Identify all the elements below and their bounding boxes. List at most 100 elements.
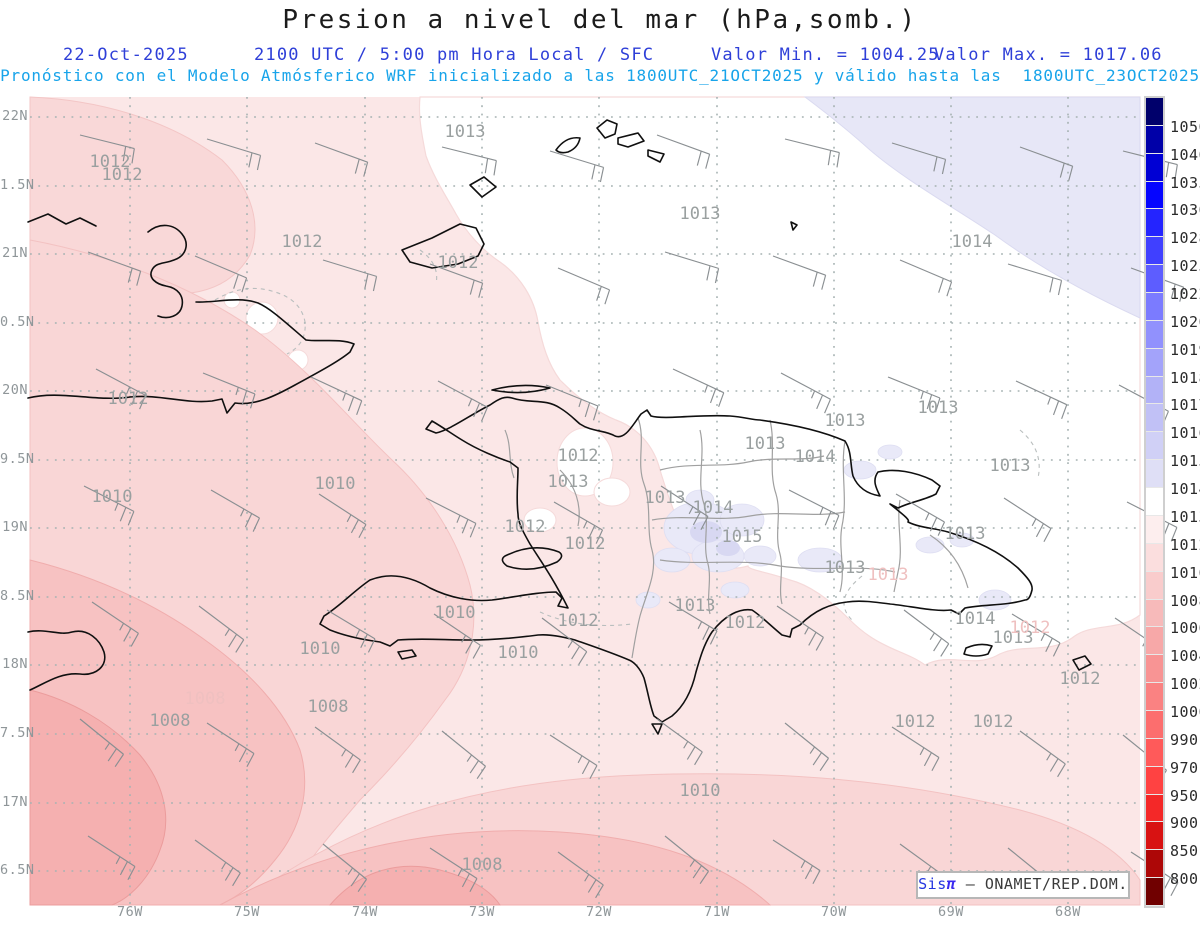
colorbar-segment xyxy=(1146,710,1163,739)
contour-label: 1008 xyxy=(185,689,226,709)
contour-label: 1008 xyxy=(150,711,191,731)
colorbar-tick-label: 850 xyxy=(1170,842,1199,861)
colorbar-segment xyxy=(1146,627,1163,656)
colorbar-tick-label: 1019 xyxy=(1170,340,1200,359)
colorbar-tick-label: 1020 xyxy=(1170,312,1200,331)
colorbar-tick-label: 900 xyxy=(1170,814,1199,833)
contour-label: 1012 xyxy=(1060,669,1101,689)
colorbar-segment xyxy=(1146,237,1163,266)
contour-label: 1013 xyxy=(675,596,716,616)
lat-tick-label: 8.5N xyxy=(0,588,35,604)
contour-label: 1012 xyxy=(1010,618,1051,638)
colorbar-segment xyxy=(1146,432,1163,461)
colorbar-tick-label: 1010 xyxy=(1170,563,1200,582)
island-saona xyxy=(963,643,993,657)
wind-barbs-layer xyxy=(79,134,1185,899)
colorbar-tick-label: 1006 xyxy=(1170,619,1200,638)
contour-label: 1012 xyxy=(565,534,606,554)
max-value-label: Valor Max. = 1017.06 xyxy=(934,45,1163,65)
colorbar-tick-label: 1012 xyxy=(1170,535,1200,554)
colorbar-tick-label: 1015 xyxy=(1170,452,1200,471)
lat-tick-label: 20N xyxy=(2,382,28,398)
valid-time: 2100 UTC / 5:00 pm Hora Local / SFC xyxy=(254,45,655,65)
lat-tick-label: 7.5N xyxy=(0,725,35,741)
contour-label: 1013 xyxy=(868,565,909,585)
colorbar-segment xyxy=(1146,488,1163,516)
contour-label: 1013 xyxy=(645,488,686,508)
island-turks-2 xyxy=(596,119,618,139)
lon-tick-label: 70W xyxy=(821,904,847,920)
colorbar-tick-label: 1022 xyxy=(1170,285,1200,304)
lat-tick-label: 22N xyxy=(2,108,28,124)
colorbar-segment xyxy=(1146,850,1163,879)
contour-label: 1014 xyxy=(795,447,836,467)
lon-tick-label: 75W xyxy=(234,904,260,920)
colorbar-tick-label: 1018 xyxy=(1170,368,1200,387)
colorbar xyxy=(1144,96,1165,908)
contour-label: 1010 xyxy=(498,643,539,663)
colorbar-tick-label: 970 xyxy=(1170,758,1199,777)
contour-label: 1012 xyxy=(505,517,546,537)
lat-tick-label: 9.5N xyxy=(0,451,35,467)
contour-label: 1013 xyxy=(680,204,721,224)
contour-label: 1014 xyxy=(952,232,993,252)
contour-label: 1013 xyxy=(445,122,486,142)
sispi-logo-pi-icon: π xyxy=(946,875,957,893)
contour-label: 1012 xyxy=(558,446,599,466)
island-great-inagua xyxy=(401,223,485,269)
pressure-shading-layer xyxy=(29,96,1141,906)
contour-labels-layer: 1012101210121013101210131014101210131013… xyxy=(90,122,1101,875)
coast-cuba-north-bits xyxy=(27,213,97,227)
contour-label: 1013 xyxy=(745,434,786,454)
forecast-init-line: Pronóstico con el Modelo Atmósferico WRF… xyxy=(0,66,1200,85)
colorbar-segment xyxy=(1146,293,1163,321)
colorbar-tick-label: 1014 xyxy=(1170,480,1200,499)
contour-label: 1010 xyxy=(92,487,133,507)
colorbar-segment xyxy=(1146,153,1163,182)
contour-label: 1010 xyxy=(315,474,356,494)
lat-tick-label: 6.5N xyxy=(0,862,35,878)
island-tortuga xyxy=(491,384,551,394)
province-borders xyxy=(504,417,969,659)
colorbar-segment xyxy=(1146,348,1163,377)
contour-label: 1013 xyxy=(993,628,1034,648)
contour-label: 1013 xyxy=(825,558,866,578)
lat-tick-label: 21N xyxy=(2,245,28,261)
colorbar-segment xyxy=(1146,515,1163,544)
island-mona xyxy=(1072,655,1092,671)
coast-cuba-main xyxy=(27,299,355,414)
dashed-contours xyxy=(214,249,1040,626)
lat-tick-label: 1.5N xyxy=(0,177,35,193)
colorbar-segment xyxy=(1146,404,1163,433)
contour-label: 1012 xyxy=(558,611,599,631)
colorbar-segment xyxy=(1146,878,1163,906)
island-turks-4 xyxy=(647,149,665,163)
colorbar-segment xyxy=(1146,209,1163,238)
colorbar-segment xyxy=(1146,655,1163,684)
colorbar-tick-label: 1016 xyxy=(1170,424,1200,443)
contour-label: 1012 xyxy=(438,253,479,273)
island-beata xyxy=(651,723,663,735)
contour-label: 1015 xyxy=(722,527,763,547)
credit-org: – ONAMET/REP.DOM. xyxy=(956,875,1128,893)
contour-label: 1012 xyxy=(282,232,323,252)
colorbar-segment xyxy=(1146,794,1163,823)
contour-label: 1010 xyxy=(680,781,721,801)
colorbar-segment xyxy=(1146,738,1163,767)
colorbar-segment xyxy=(1146,683,1163,711)
colorbar-segment xyxy=(1146,460,1163,489)
colorbar-segment xyxy=(1146,599,1163,628)
sispi-logo-sis: Sis xyxy=(918,875,947,893)
contour-label: 1010 xyxy=(300,639,341,659)
colorbar-tick-label: 1030 xyxy=(1170,201,1200,220)
coast-jamaica xyxy=(27,630,106,691)
contour-label: 1008 xyxy=(308,697,349,717)
colorbar-segment xyxy=(1146,766,1163,795)
island-vache xyxy=(397,649,417,660)
colorbar-segment xyxy=(1146,265,1163,294)
contour-label: 1013 xyxy=(548,472,589,492)
colorbar-tick-label: 1040 xyxy=(1170,145,1200,164)
colorbar-tick-label: 1000 xyxy=(1170,702,1200,721)
valid-date: 22-Oct-2025 xyxy=(63,45,189,65)
